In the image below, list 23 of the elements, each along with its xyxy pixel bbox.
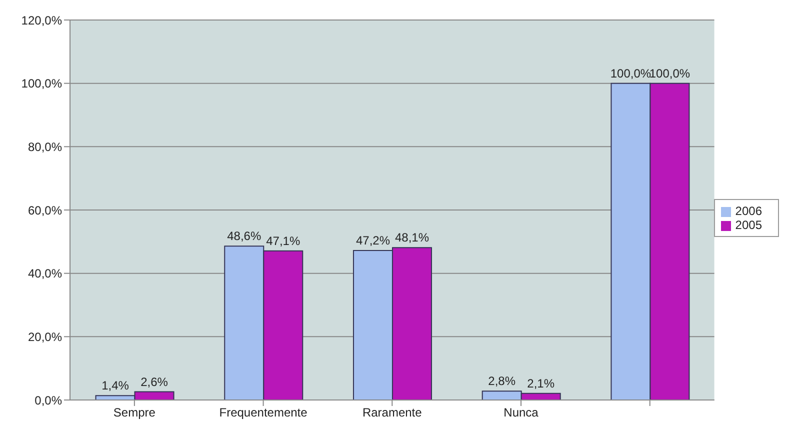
data-label: 100,0% [649,66,690,80]
data-label: 48,1% [394,230,430,245]
x-tick-label: Nunca [504,406,539,420]
data-label: 100,0% [610,66,652,80]
data-label: 2,1% [527,376,555,390]
data-label: 48,6% [227,229,262,244]
legend-label: 2006 [735,204,762,218]
x-tick-label: Raramente [362,406,422,420]
legend-label: 2005 [735,218,762,232]
y-tick-label: 120,0% [21,13,62,28]
x-tick-label: Frequentemente [219,406,308,420]
data-label: 2,6% [140,374,168,389]
y-tick-label: 60,0% [28,203,62,218]
x-tick-label: Sempre [113,406,156,420]
y-tick-label: 100,0% [21,76,62,91]
y-tick-label: 0,0% [34,393,62,408]
y-tick-label: 80,0% [28,140,62,154]
data-label: 1,4% [102,378,130,393]
data-label: 47,2% [356,234,390,248]
y-tick-label: 40,0% [28,266,62,281]
y-tick-label: 20,0% [28,330,62,344]
data-label: 2,8% [488,374,516,388]
data-label: 47,1% [266,234,300,248]
